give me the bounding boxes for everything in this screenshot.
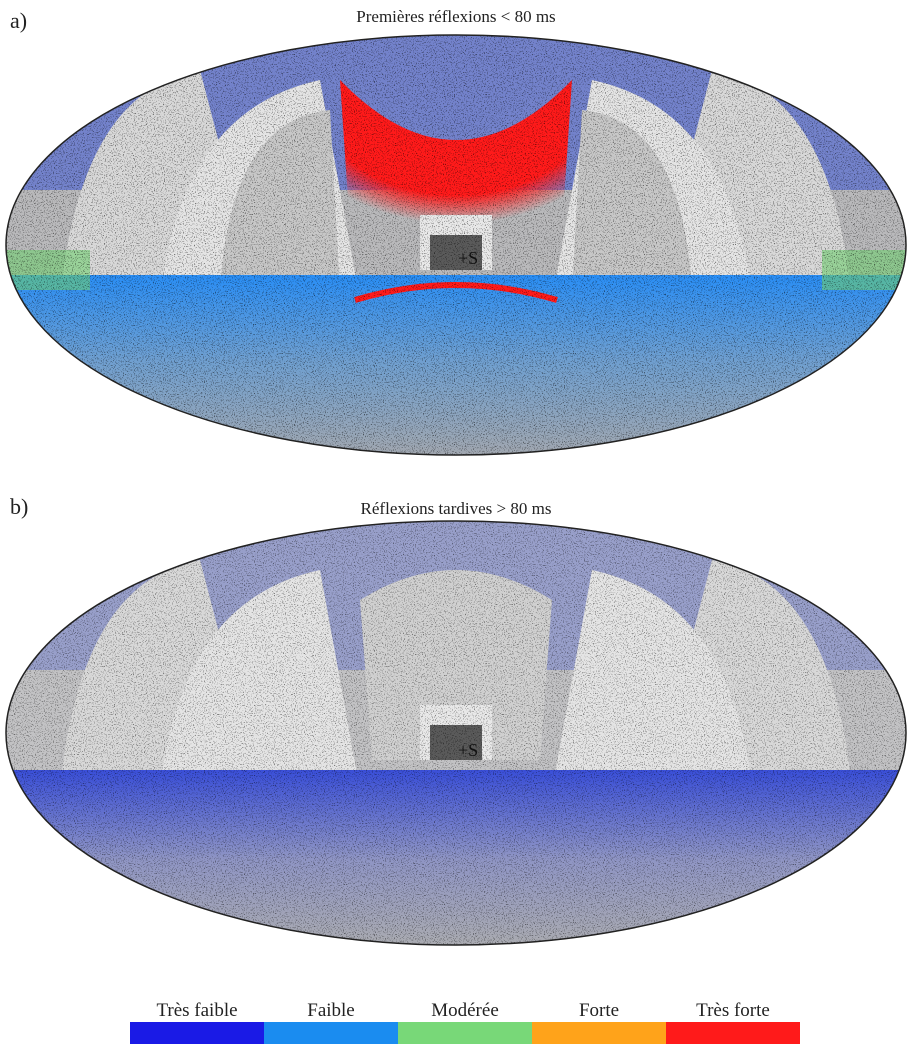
panel-title: Réflexions tardives > 80 ms: [361, 499, 552, 518]
legend-label: Faible: [307, 1000, 355, 1021]
panel-b-frame: [5, 520, 907, 946]
legend-swatch: [264, 1022, 398, 1044]
source-label: +S: [458, 248, 478, 268]
legend-swatch: [532, 1022, 666, 1044]
panel-label: a): [10, 8, 27, 33]
legend: Très faible Faible Modérée Forte Très forte: [130, 1000, 800, 1044]
legend-swatch: [130, 1022, 264, 1044]
legend-label: Modérée: [431, 1000, 499, 1021]
legend-swatch: [398, 1022, 532, 1044]
panel-a-image: [6, 35, 906, 455]
legend-swatch: [666, 1022, 800, 1044]
legend-label: Très faible: [156, 1000, 237, 1021]
panel-b-image: [6, 521, 906, 945]
source-label: +S: [458, 740, 478, 760]
panel-title: Premières réflexions < 80 ms: [356, 7, 555, 26]
legend-label: Forte: [579, 1000, 619, 1021]
panel-a-frame: [5, 34, 907, 456]
panel-label: b): [10, 494, 28, 519]
legend-label: Très forte: [696, 1000, 770, 1021]
